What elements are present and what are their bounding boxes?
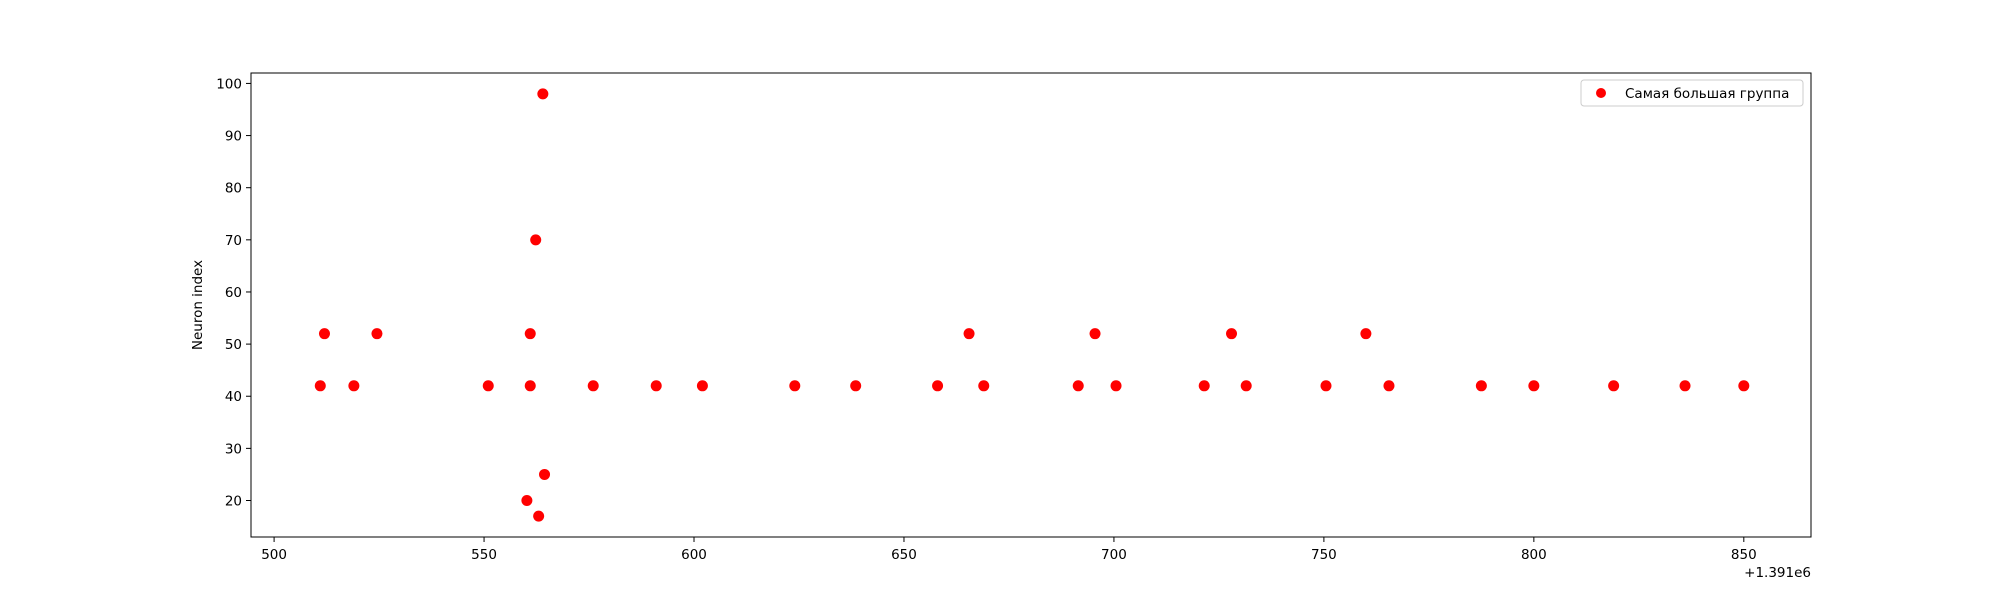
data-point [530, 234, 542, 246]
y-tick-label: 100 [216, 76, 242, 92]
x-tick-label: 600 [681, 547, 707, 563]
data-point [1528, 380, 1540, 392]
data-point [371, 328, 383, 340]
data-point [537, 88, 549, 100]
data-point [1475, 380, 1487, 392]
x-tick-label: 500 [261, 547, 287, 563]
data-point [1383, 380, 1395, 392]
y-tick-label: 70 [225, 233, 242, 249]
data-point [524, 328, 536, 340]
legend-marker [1596, 88, 1606, 98]
data-point [850, 380, 862, 392]
axis-ticks: 500 550 600 650 700 750 800 850 20 30 40 50 60 70 80 90… [216, 76, 1756, 563]
data-point [650, 380, 662, 392]
legend: Самая большая группа [1580, 79, 1804, 107]
x-tick-label: 750 [1311, 547, 1337, 563]
data-point [1198, 380, 1210, 392]
y-tick-label: 20 [225, 494, 242, 510]
y-axis-label: Neuron index [190, 260, 206, 350]
data-point [932, 380, 944, 392]
data-point [1320, 380, 1332, 392]
data-point [789, 380, 801, 392]
legend-entry-label: Самая большая группа [1625, 86, 1789, 102]
x-tick-label: 850 [1731, 547, 1757, 563]
data-point [1738, 380, 1750, 392]
x-tick-label: 550 [471, 547, 497, 563]
data-point [1360, 328, 1372, 340]
data-point [524, 380, 536, 392]
y-tick-label: 60 [225, 285, 242, 301]
data-point [348, 380, 360, 392]
data-point [696, 380, 708, 392]
data-point [1240, 380, 1252, 392]
x-tick-label: 650 [891, 547, 917, 563]
data-point [539, 468, 551, 480]
data-point [318, 328, 330, 340]
legend-box [1580, 79, 1804, 107]
data-point [1072, 380, 1084, 392]
data-point [1226, 328, 1238, 340]
x-tick-label: 800 [1521, 547, 1547, 563]
y-tick-label: 50 [225, 337, 242, 353]
y-tick-label: 30 [225, 441, 242, 457]
data-point [587, 380, 599, 392]
y-tick-label: 40 [225, 389, 242, 405]
data-point [482, 380, 494, 392]
x-tick-label: 700 [1101, 547, 1127, 563]
data-point [978, 380, 990, 392]
data-points [314, 88, 1750, 522]
data-point [521, 495, 533, 507]
data-point [1608, 380, 1620, 392]
y-tick-label: 90 [225, 129, 242, 145]
data-point [963, 328, 975, 340]
data-point [1110, 380, 1122, 392]
data-point [314, 380, 326, 392]
data-point [1089, 328, 1101, 340]
data-point [1679, 380, 1691, 392]
data-point [533, 510, 545, 522]
y-tick-label: 80 [225, 181, 242, 197]
plot-frame [250, 72, 1812, 538]
x-axis-offset-label: +1.391e6 [1744, 565, 1811, 581]
